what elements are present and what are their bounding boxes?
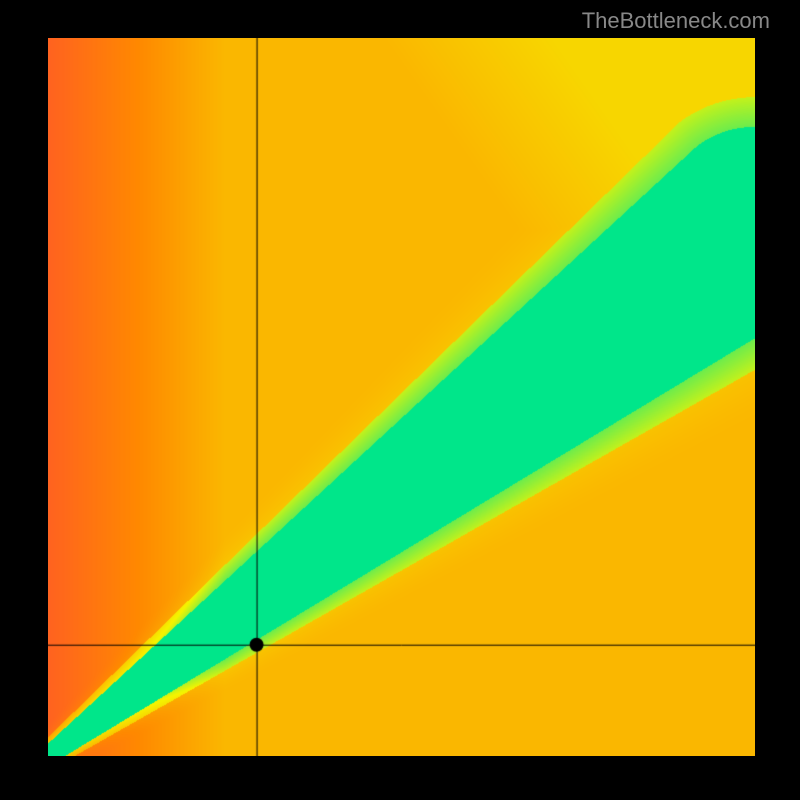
watermark-text: TheBottleneck.com: [582, 8, 770, 34]
chart-container: { "watermark": { "text": "TheBottleneck.…: [0, 0, 800, 800]
heatmap-plot: [48, 38, 755, 756]
